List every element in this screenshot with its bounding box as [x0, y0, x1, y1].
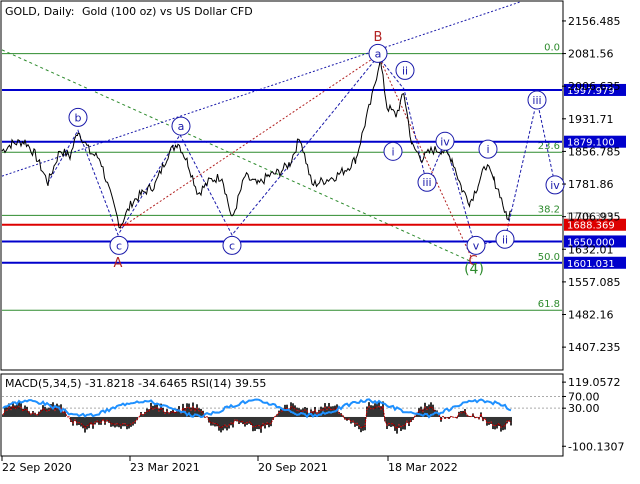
- indicator-tick-label: -100.1307: [568, 440, 624, 453]
- indicator-title: MACD(5,34,5) -31.8218 -34.6465 RSI(14) 3…: [5, 377, 266, 390]
- wave-label-circle: [68, 107, 88, 127]
- time-tick-label: 22 Sep 2020: [2, 461, 72, 474]
- time-tick-label: 18 Mar 2022: [388, 461, 458, 474]
- price-tick-label: 2081.56: [568, 48, 614, 61]
- price-level-label: 1601.031: [567, 259, 615, 270]
- price-tick-label: 1856.785: [568, 145, 621, 158]
- wave-label: (4): [464, 262, 484, 278]
- wave-label: ii: [502, 233, 508, 246]
- price-level-label: 1688.369: [567, 221, 615, 232]
- wave-label: ii: [402, 64, 408, 77]
- fib-level-label: 50.0: [538, 252, 560, 263]
- symbol-description: Gold (100 oz) vs US Dollar CFD: [82, 5, 253, 18]
- price-tick-label: 1632.01: [568, 243, 614, 256]
- wave-label-circle: [383, 141, 403, 161]
- wave-label-circle: [395, 60, 415, 80]
- price-tick-label: 2006.635: [568, 80, 621, 93]
- wave-label: iii: [532, 94, 541, 107]
- price-tick-label: 1706.935: [568, 211, 621, 224]
- wave-label: A: [114, 256, 123, 271]
- wave-label: v: [473, 239, 480, 252]
- price-level-box: [564, 218, 626, 231]
- wave-label: i: [391, 145, 394, 158]
- wave-label-circle: [171, 116, 191, 136]
- wave-line-blue: [47, 56, 379, 237]
- wave-label-circle: [478, 139, 498, 159]
- fib-level-label: 23.6: [538, 141, 560, 152]
- wave-label-circle: [417, 172, 437, 192]
- time-tick-label: 20 Sep 2021: [258, 461, 328, 474]
- wave-label-circle: [435, 131, 455, 151]
- indicator-frame: [0, 373, 564, 457]
- symbol-label: GOLD, Daily:: [5, 5, 75, 18]
- price-level-box: [564, 83, 626, 96]
- price-level-box: [564, 256, 626, 269]
- trend-line-green: [1, 49, 471, 262]
- macd-histogram: [2, 401, 512, 434]
- price-level-box: [564, 235, 626, 248]
- price-panel: 0.0 23.6 38.2 50.0 61.8 1997.979 1879.100 1688…: [0, 0, 626, 371]
- price-level-label: 1879.100: [567, 138, 615, 149]
- wave-label: iii: [422, 176, 431, 189]
- indicator-tick-label: 30.00: [568, 402, 600, 415]
- price-level-label: 1997.979: [567, 86, 615, 97]
- price-tick-label: 1407.235: [568, 341, 621, 354]
- time-axis: 22 Sep 2020 23 Mar 2021 20 Sep 2021 18 Mar …: [1, 456, 458, 474]
- price-tick-label: 1781.86: [568, 178, 614, 191]
- wave-label: C: [468, 254, 477, 269]
- price-level-label: 1650.000: [567, 237, 615, 248]
- wave-label-circle: [368, 43, 388, 63]
- price-level-label: 1709.399: [566, 212, 614, 223]
- wave-label: iv: [440, 135, 450, 148]
- price-tick-label: 1931.71: [568, 113, 614, 126]
- wave-label-circle: [222, 235, 242, 255]
- price-level-box: [564, 135, 626, 148]
- wave-label-circle: [109, 235, 129, 255]
- wave-label: a: [178, 120, 185, 133]
- indicator-tick-label: 119.0572: [568, 376, 621, 389]
- indicator-tick-label: 70.00: [568, 390, 600, 403]
- wave-label: c: [116, 239, 122, 252]
- wave-label-circle: [466, 235, 486, 255]
- macd-signal-line: [2, 404, 512, 430]
- price-tick-label: 2156.485: [568, 15, 621, 28]
- wave-projection-line: [377, 56, 556, 247]
- wave-label: iv: [550, 179, 560, 192]
- price-y-axis: 2156.485 2081.56 2006.635 1931.71 1856.785 17…: [562, 15, 621, 354]
- wave-label-circle: [527, 90, 547, 110]
- fib-level-label: 0.0: [544, 43, 560, 54]
- wave-label: c: [229, 239, 235, 252]
- time-tick-label: 23 Mar 2021: [130, 461, 200, 474]
- price-tick-label: 1557.085: [568, 276, 621, 289]
- wave-label: b: [75, 111, 82, 124]
- fib-level-label: 61.8: [538, 299, 560, 310]
- wave-label: B: [374, 30, 383, 45]
- wave-label: a: [375, 47, 382, 60]
- wave-label-circle: [495, 229, 515, 249]
- price-tick-label: 1482.16: [568, 309, 614, 322]
- rsi-line: [2, 398, 512, 419]
- wave-label-circle: [545, 175, 565, 195]
- fib-level-label: 38.2: [538, 204, 560, 215]
- price-series: [1, 56, 512, 229]
- wave-label: i: [486, 143, 489, 156]
- price-levels: 1997.979 1879.100 1688.369 1650.000 1601.031…: [2, 83, 626, 270]
